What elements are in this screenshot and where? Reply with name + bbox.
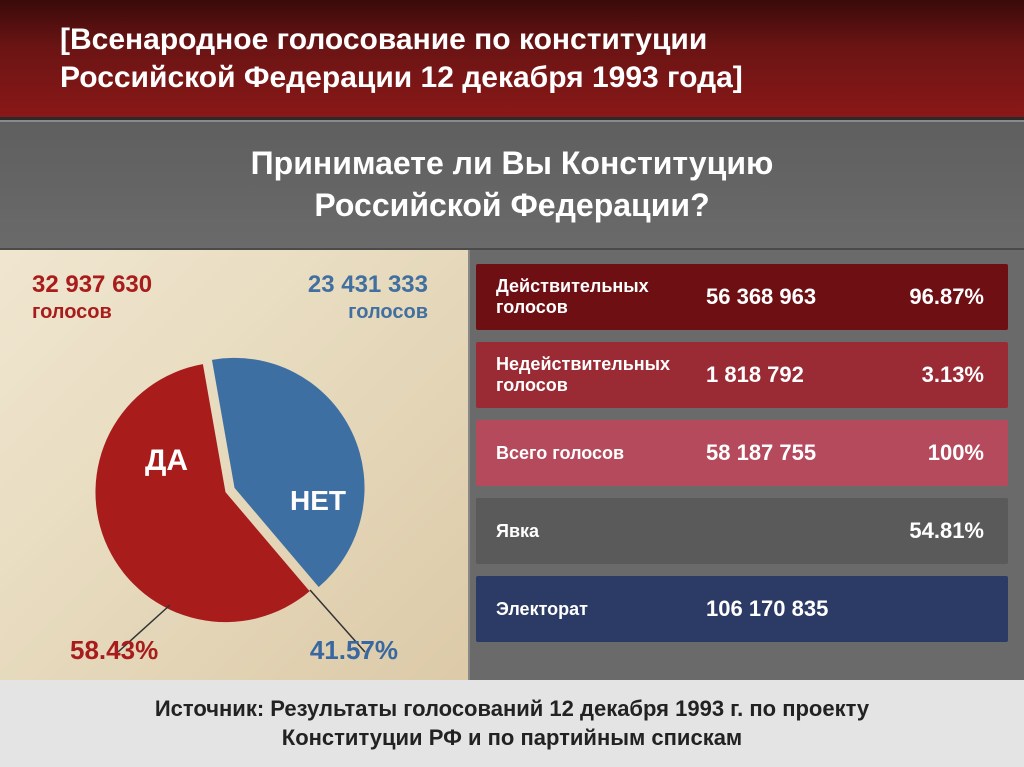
slice-label-no: НЕТ	[290, 485, 346, 517]
row-pct: 3.13%	[886, 362, 984, 388]
data-row-1: Недействительных голосов1 818 7923.13%	[476, 342, 1008, 408]
footer-line2: Конституции РФ и по партийным спискам	[282, 725, 742, 750]
row-count: 56 368 963	[706, 284, 886, 310]
pct-bottom: 58.43% 41.57%	[0, 635, 468, 666]
pct-yes: 58.43%	[70, 635, 158, 666]
row-label: Явка	[496, 521, 706, 542]
subheader-line1: Принимаете ли Вы Конституцию	[251, 145, 774, 181]
footer-line1: Источник: Результаты голосований 12 дека…	[155, 696, 869, 721]
header-band: [Всенародное голосование по конституции …	[0, 0, 1024, 120]
header-title: [Всенародное голосование по конституции …	[60, 21, 743, 96]
footer-text: Источник: Результаты голосований 12 дека…	[155, 695, 869, 752]
data-panel: Действительных голосов56 368 96396.87% Не…	[470, 250, 1024, 680]
row-pct: 96.87%	[886, 284, 984, 310]
votes-yes-sub: голосов	[32, 301, 112, 323]
slice-label-yes: ДА	[145, 444, 188, 478]
row-count: 58 187 755	[706, 440, 886, 466]
chart-panel: 32 937 630 голосов 23 431 333 голосов ДА…	[0, 250, 470, 680]
votes-no: 23 431 333 голосов	[308, 272, 428, 325]
votes-no-count: 23 431 333	[308, 271, 428, 298]
votes-yes-count: 32 937 630	[32, 271, 152, 298]
header-line2: Российской Федерации 12 декабря 1993 год…	[60, 61, 743, 94]
row-label: Всего голосов	[496, 443, 706, 464]
row-pct: 54.81%	[886, 518, 984, 544]
main-content: 32 937 630 голосов 23 431 333 голосов ДА…	[0, 250, 1024, 680]
header-line1: [Всенародное голосование по конституции	[60, 23, 707, 56]
pct-no: 41.57%	[310, 635, 398, 666]
subheader-band: Принимаете ли Вы Конституцию Российской …	[0, 120, 1024, 250]
row-label: Электорат	[496, 599, 706, 620]
data-row-2: Всего голосов58 187 755100%	[476, 420, 1008, 486]
vote-counts-top: 32 937 630 голосов 23 431 333 голосов	[0, 272, 468, 325]
row-count: 106 170 835	[706, 596, 886, 622]
data-row-4: Электорат106 170 835	[476, 576, 1008, 642]
data-row-0: Действительных голосов56 368 96396.87%	[476, 264, 1008, 330]
row-pct: 100%	[886, 440, 984, 466]
row-label: Действительных голосов	[496, 276, 706, 317]
row-label: Недействительных голосов	[496, 354, 706, 395]
row-count: 1 818 792	[706, 362, 886, 388]
footer-band: Источник: Результаты голосований 12 дека…	[0, 680, 1024, 767]
data-row-3: Явка 54.81%	[476, 498, 1008, 564]
subheader-line2: Российской Федерации?	[314, 187, 709, 223]
votes-no-sub: голосов	[348, 301, 428, 323]
votes-yes: 32 937 630 голосов	[32, 272, 152, 325]
subheader-text: Принимаете ли Вы Конституцию Российской …	[251, 143, 774, 226]
